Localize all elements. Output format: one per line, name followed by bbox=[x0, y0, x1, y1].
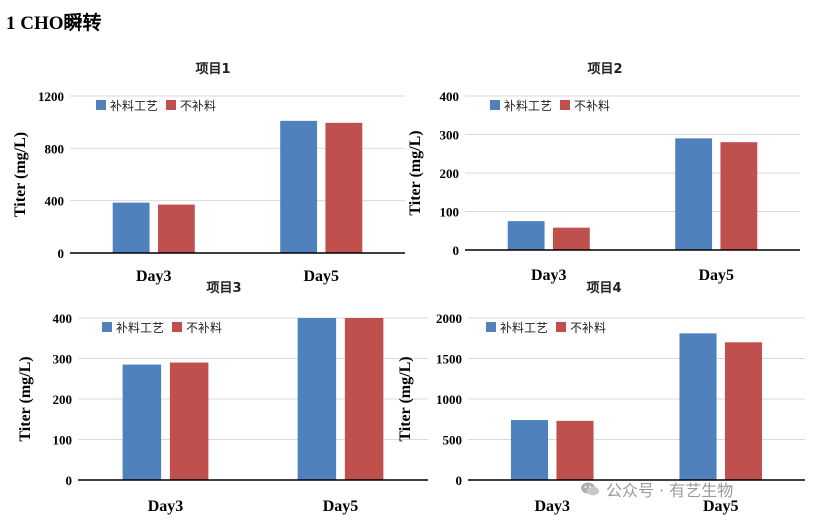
y-tick-label: 400 bbox=[53, 311, 73, 326]
y-tick-label: 200 bbox=[440, 166, 460, 181]
chart-2: 项目2 0 100 200 300 400 Titer (mg/L) Day3 Day5 补料工艺… bbox=[407, 62, 800, 284]
watermark: 公众号 · 有艺生物 bbox=[580, 477, 733, 501]
y-tick-label: 1200 bbox=[38, 89, 64, 104]
y-tick-label: 100 bbox=[440, 205, 460, 220]
legend-label: 补料工艺 bbox=[116, 321, 164, 335]
legend-swatch bbox=[172, 322, 182, 332]
bar-day3-series-2 bbox=[169, 362, 209, 480]
y-tick-label: 0 bbox=[453, 243, 460, 258]
x-tick-label: Day5 bbox=[703, 498, 739, 515]
x-tick-label: Day3 bbox=[531, 267, 567, 284]
legend-swatch bbox=[560, 100, 570, 110]
legend-label: 不补料 bbox=[186, 321, 222, 335]
legend-swatch bbox=[166, 100, 176, 110]
y-tick-label: 2000 bbox=[436, 311, 462, 326]
bar-day5-series-2 bbox=[724, 342, 763, 480]
legend-label: 不补料 bbox=[180, 99, 216, 113]
y-axis-label: Titer (mg/L) bbox=[407, 130, 424, 215]
x-tick-label: Day3 bbox=[534, 498, 570, 515]
y-tick-label: 300 bbox=[440, 128, 460, 143]
x-tick-label: Day5 bbox=[698, 267, 734, 284]
bar-day5-series-1 bbox=[280, 120, 318, 253]
x-tick-label: Day5 bbox=[323, 498, 359, 515]
legend-label: 补料工艺 bbox=[500, 321, 548, 335]
y-tick-label: 0 bbox=[58, 246, 65, 261]
wechat-icon bbox=[581, 482, 599, 496]
legend-label: 补料工艺 bbox=[110, 99, 158, 113]
y-tick-label: 1500 bbox=[436, 352, 462, 367]
bar-day3-series-1 bbox=[510, 420, 549, 480]
legend-label: 不补料 bbox=[574, 99, 610, 113]
chart-4: 项目4 0 500 1000 1500 2000 Titer (mg/L) Day3 Day5 补… bbox=[397, 281, 805, 515]
bar-day5-series-1 bbox=[297, 318, 337, 480]
y-tick-label: 1000 bbox=[436, 392, 462, 407]
chart-1: 项目1 0 400 800 1200 Titer (mg/L) Day3 Day5 补料工艺 不补… bbox=[12, 62, 405, 285]
y-tick-label: 800 bbox=[45, 141, 65, 156]
bar-day3-series-2 bbox=[157, 204, 195, 253]
legend-swatch bbox=[102, 322, 112, 332]
y-tick-label: 400 bbox=[45, 194, 65, 209]
chart-title: 项目4 bbox=[586, 281, 621, 296]
bar-day5-series-1 bbox=[679, 333, 717, 480]
bar-day5-series-2 bbox=[325, 122, 363, 253]
legend-swatch bbox=[96, 100, 106, 110]
watermark-text: 公众号 · 有艺生物 bbox=[606, 481, 734, 500]
chart-3: 项目3 0 100 200 300 400 Titer (mg/L) Day3 Day5 补料工艺… bbox=[17, 281, 428, 515]
x-tick-label: Day3 bbox=[148, 498, 184, 515]
page-heading: 1 CHO瞬转 bbox=[6, 13, 102, 34]
y-tick-label: 0 bbox=[66, 473, 73, 488]
legend-swatch bbox=[490, 100, 500, 110]
y-axis-label: Titer (mg/L) bbox=[12, 132, 29, 217]
y-axis-label: Titer (mg/L) bbox=[17, 356, 34, 441]
y-tick-label: 0 bbox=[456, 473, 463, 488]
chart-title: 项目2 bbox=[587, 62, 622, 77]
bar-day3-series-1 bbox=[122, 364, 162, 480]
x-tick-label: Day3 bbox=[136, 268, 172, 285]
y-tick-label: 500 bbox=[443, 433, 463, 448]
x-tick-label: Day5 bbox=[303, 268, 339, 285]
bar-day3-series-2 bbox=[552, 227, 590, 250]
chart-title: 项目1 bbox=[195, 62, 230, 77]
y-tick-label: 100 bbox=[53, 433, 73, 448]
bar-day5-series-1 bbox=[675, 138, 713, 250]
y-tick-label: 200 bbox=[53, 392, 73, 407]
legend-swatch bbox=[556, 322, 566, 332]
bar-day3-series-1 bbox=[507, 221, 545, 250]
bar-day3-series-1 bbox=[112, 202, 150, 253]
y-tick-label: 400 bbox=[440, 89, 460, 104]
bar-day3-series-2 bbox=[556, 420, 594, 480]
bar-day5-series-2 bbox=[720, 142, 758, 250]
y-axis-label: Titer (mg/L) bbox=[397, 356, 414, 441]
y-tick-label: 300 bbox=[53, 352, 73, 367]
chart-title: 项目3 bbox=[206, 281, 241, 296]
legend-label: 不补料 bbox=[570, 321, 606, 335]
legend-swatch bbox=[486, 322, 496, 332]
bar-day5-series-2 bbox=[344, 318, 384, 480]
legend-label: 补料工艺 bbox=[504, 99, 552, 113]
